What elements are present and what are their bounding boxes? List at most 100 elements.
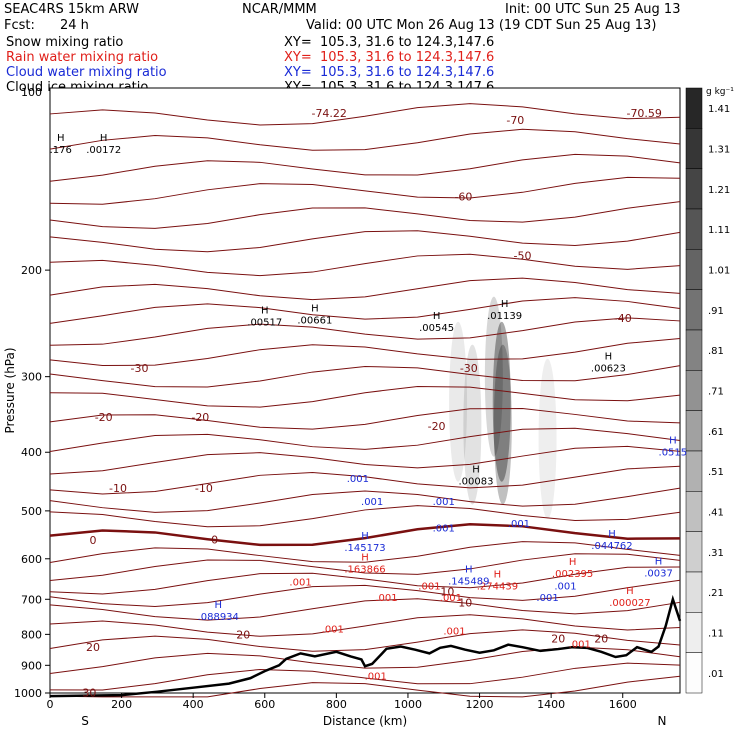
colorbar-label: .51 bbox=[708, 467, 724, 478]
maximum-marker: H bbox=[669, 436, 677, 447]
temperature-label: 20 bbox=[551, 632, 565, 645]
temperature-contour bbox=[49, 445, 681, 475]
colorbar-segment bbox=[685, 491, 703, 532]
temperature-label: 20 bbox=[594, 633, 608, 646]
y-tick-label: 400 bbox=[21, 446, 42, 459]
maximum-marker: H bbox=[261, 306, 269, 317]
colorbar-label: 1.41 bbox=[708, 104, 730, 115]
y-tick-label: 500 bbox=[21, 505, 42, 518]
init-time: Init: 00 UTC Sun 25 Aug 13 bbox=[505, 2, 681, 17]
x-tick-label: 1600 bbox=[609, 698, 637, 711]
field-range-cloud-water: XY= 105.3, 31.6 to 124.3,147.6 bbox=[284, 65, 495, 80]
colorbar-segment bbox=[685, 450, 703, 492]
x-tick-label: 200 bbox=[111, 698, 132, 711]
field-name-cloud-water: Cloud water mixing ratio bbox=[6, 65, 167, 80]
y-tick-label: 200 bbox=[21, 264, 42, 277]
contour-label: .001 bbox=[433, 524, 455, 535]
maximum-marker: H bbox=[433, 311, 441, 322]
temperature-contour bbox=[49, 505, 681, 528]
model-title: SEAC4RS 15km ARW bbox=[4, 2, 140, 17]
colorbar-unit: g kg⁻¹ bbox=[706, 87, 734, 97]
temperature-label: -74.22 bbox=[311, 107, 346, 120]
colorbar-label: .11 bbox=[708, 629, 724, 640]
temperature-contour bbox=[49, 541, 681, 564]
temperature-label: -20 bbox=[95, 411, 113, 424]
plot-frame bbox=[49, 87, 681, 694]
colorbar-label: .21 bbox=[708, 588, 724, 599]
temperature-label: -30 bbox=[460, 362, 478, 375]
maximum-value-label: .00545 bbox=[419, 323, 454, 334]
colorbar-segment bbox=[685, 531, 703, 573]
temperature-label: -40 bbox=[614, 312, 632, 325]
maximum-marker: H bbox=[655, 557, 663, 568]
maximum-marker: H bbox=[501, 299, 509, 310]
x-axis-title: Distance (km) bbox=[323, 714, 407, 728]
temperature-contour bbox=[49, 662, 681, 691]
temperature-label: 20 bbox=[86, 641, 100, 654]
maximum-marker: H bbox=[605, 351, 613, 362]
temperature-label: 0 bbox=[211, 534, 218, 547]
maximum-marker: H bbox=[465, 565, 473, 576]
maximum-value-label: .00623 bbox=[591, 363, 626, 374]
colorbar-label: .81 bbox=[708, 346, 724, 357]
maximum-value-label: .088934 bbox=[198, 612, 239, 623]
contour-label: .001 bbox=[508, 519, 530, 530]
contour-label: .001 bbox=[361, 497, 383, 508]
y-tick-label: 100 bbox=[21, 86, 42, 99]
maximum-value-label: .0515 bbox=[659, 448, 688, 459]
colorbar-label: .71 bbox=[708, 387, 724, 398]
colorbar-segment bbox=[685, 168, 703, 210]
colorbar-segment bbox=[685, 571, 703, 613]
colorbar-label: 1.01 bbox=[708, 266, 730, 277]
forecast-value: 24 h bbox=[60, 18, 89, 33]
field-name-snow: Snow mixing ratio bbox=[6, 35, 124, 50]
maximum-value-label: .000027 bbox=[609, 598, 650, 609]
contour-label: .001 bbox=[569, 640, 591, 651]
x-tick-label: 1000 bbox=[394, 698, 422, 711]
temperature-contour bbox=[49, 277, 681, 301]
colorbar-label: .01 bbox=[708, 669, 724, 680]
x-tick-label: 400 bbox=[183, 698, 204, 711]
maximum-value-label: .145173 bbox=[344, 543, 385, 554]
colorbar-segment bbox=[685, 329, 703, 371]
maximum-value-label: .00517 bbox=[247, 318, 282, 329]
maximum-value-label: .145489 bbox=[448, 577, 489, 588]
temperature-contour bbox=[49, 253, 681, 277]
maximum-value-label: .002395 bbox=[552, 569, 593, 580]
temperature-contour bbox=[49, 201, 681, 229]
contour-label: .001 bbox=[322, 625, 344, 636]
south-label: S bbox=[81, 714, 89, 728]
colorbar-segment bbox=[685, 370, 703, 411]
temperature-contour bbox=[49, 598, 681, 621]
contour-label: .001 bbox=[365, 672, 387, 683]
temperature-contour bbox=[49, 176, 681, 205]
colorbar-segment bbox=[685, 87, 703, 129]
maximum-marker: H bbox=[100, 133, 108, 144]
maximum-value-label: .00172 bbox=[86, 145, 121, 156]
x-tick-label: 0 bbox=[47, 698, 54, 711]
maximum-value-label: .176 bbox=[50, 145, 72, 156]
y-tick-label: 1000 bbox=[14, 687, 42, 700]
temperature-contour bbox=[49, 629, 681, 652]
y-tick-label: 800 bbox=[21, 628, 42, 641]
temperature-contour bbox=[49, 408, 681, 430]
mixing-ratio-shading bbox=[449, 321, 468, 482]
organization-label: NCAR/MMM bbox=[242, 2, 317, 17]
forecast-label: Fcst: bbox=[4, 18, 35, 33]
colorbar-label: .31 bbox=[708, 548, 724, 559]
temperature-label: 10 bbox=[458, 597, 472, 610]
colorbar-segment bbox=[685, 612, 703, 653]
temperature-label: 30 bbox=[82, 687, 96, 700]
maximum-marker: H bbox=[608, 529, 616, 540]
maximum-value-label: .163866 bbox=[344, 564, 385, 575]
mixing-ratio-shading bbox=[493, 344, 512, 505]
temperature-label: -50 bbox=[514, 249, 532, 262]
maximum-value-label: .044762 bbox=[591, 541, 632, 552]
temperature-label: 10 bbox=[440, 586, 454, 599]
colorbar-label: .61 bbox=[708, 427, 724, 438]
temperature-contour bbox=[49, 566, 681, 595]
maximum-marker: H bbox=[569, 557, 577, 568]
temperature-contour bbox=[49, 614, 681, 637]
contour-label: .001 bbox=[433, 497, 455, 508]
